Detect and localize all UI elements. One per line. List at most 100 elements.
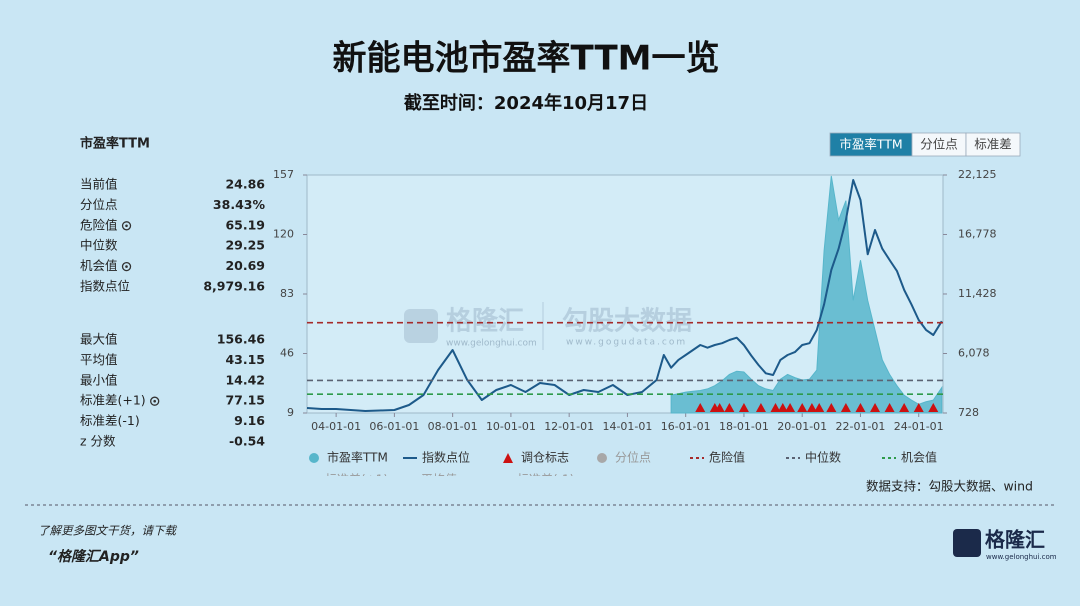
settings-icon [121,261,132,272]
y2-tick-label: 16,778 [958,227,997,240]
legend-symbol [503,453,513,463]
stat-label: 机会值 [80,258,118,273]
stat-value: 24.86 [225,177,265,192]
legend-label[interactable]: 标准差(+1) [325,473,388,487]
rebalance-marker [785,403,796,412]
rebalance-marker [770,403,781,412]
rebalance-marker [797,403,808,412]
watermark-right-url: www.gogudata.com [566,338,687,348]
stat-value: 9.16 [234,413,265,428]
settings-icon [121,221,132,231]
tab[interactable] [965,132,1021,157]
x-tick-label: 20-01-01 [777,420,827,433]
settings-icon-dot [125,265,128,268]
stat-value: 65.19 [225,217,265,232]
rebalance-marker [899,403,910,412]
watermark [404,302,544,350]
stat-label: z 分数 [80,434,116,449]
footer-line1: 了解更多图文干货，请下载 [38,524,177,538]
footer-logo-mark [953,529,981,557]
settings-icon-dot [125,224,128,228]
x-tick-label: 06-01-01 [369,420,419,433]
legend-label[interactable]: 危险值 [709,450,745,465]
stat-label: 当前值 [80,177,118,192]
legend-label[interactable]: 机会值 [901,450,937,465]
rebalance-marker [913,403,924,412]
x-tick-label: 08-01-01 [428,420,478,433]
legend-label[interactable]: 中位数 [805,450,841,465]
rebalance-marker [755,403,766,412]
stat-label: 分位点 [80,197,118,212]
y-tick-label: 120 [273,228,294,241]
rebalance-marker [714,403,725,412]
rebalance-marker [777,403,788,412]
y-tick-label: 46 [280,347,294,360]
stat-value: 8,979.16 [203,279,265,294]
page-title: 新能电池市盈率TTM一览 [333,39,720,79]
source-note: 数据支持：勾股大数据、wind [866,479,1033,494]
stat-label: 最大值 [80,332,118,347]
watermark-right: 勾股大数据 [562,307,692,337]
stat-label: 危险值 [80,217,118,232]
x-tick-label: 14-01-01 [602,420,652,433]
rebalance-marker [814,403,825,412]
legend-label[interactable]: 平均值 [421,472,457,487]
legend-label[interactable]: 标准差(-1) [517,473,574,487]
y-tick-label: 9 [287,406,294,419]
watermark-left-url: www.gelonghui.com [446,339,537,349]
legend-label[interactable]: 调仓标志 [521,451,569,465]
legend-label[interactable]: 指数点位 [422,450,470,465]
page-subtitle: 截至时间：2024年10月17日 [404,92,648,114]
tab-label[interactable]: 标准差 [974,137,1012,152]
stat-value: 77.15 [225,393,265,408]
y2-tick-label: 22,125 [958,168,997,181]
stats-title: 市盈率TTM [80,136,150,152]
stat-label: 标准差(+1) [80,393,146,408]
stat-value: 43.15 [225,352,265,367]
area [670,175,943,414]
stat-value: -0.54 [229,434,265,449]
rebalance-marker [870,403,881,412]
x-tick-label: 18-01-01 [719,420,769,433]
tab-label[interactable]: 分位点 [920,137,958,152]
y2-tick-label: 11,428 [958,287,997,300]
legend-symbol [597,453,607,463]
footer-logo: 格隆汇 [985,528,1045,552]
x-tick-label: 24-01-01 [894,420,944,433]
rebalance-marker [738,403,749,412]
x-tick-label: 22-01-01 [835,420,885,433]
rebalance-marker [884,403,895,412]
stat-label: 最小值 [80,372,118,387]
rebalance-marker [928,403,939,412]
tab-label[interactable]: 市盈率TTM [839,137,902,152]
rebalance-marker [840,403,851,412]
y-tick-label: 83 [280,287,294,300]
rebalance-marker [806,403,817,412]
rebalance-marker [695,403,706,412]
stat-value: 156.46 [217,332,266,347]
x-tick-label: 10-01-01 [486,420,536,433]
legend-label[interactable]: 市盈率TTM [327,450,388,465]
x-tick-label: 12-01-01 [544,420,594,433]
stat-label: 中位数 [80,238,118,253]
x-tick-label: 16-01-01 [661,420,711,433]
legend-row-clipped: 标准差(+1) 平均值 标准差(-1) [325,472,574,487]
x-tick-label: 04-01-01 [311,420,361,433]
rebalance-marker [724,403,735,412]
footer-line2: “格隆汇App” [48,548,139,565]
stat-label: 平均值 [80,352,118,367]
settings-icon [150,396,160,406]
legend-symbol [309,453,319,463]
stat-label: 标准差(-1) [80,413,140,428]
stat-value: 38.43% [213,197,266,212]
legend-label[interactable]: 分位点 [615,450,651,465]
y2-tick-label: 6,078 [958,346,990,359]
line [306,179,943,412]
watermark-logo [404,309,438,343]
y-tick-label: 157 [273,168,294,181]
stat-label: 指数点位 [80,279,130,294]
y2-tick-label: 728 [958,406,979,419]
stat-value: 29.25 [225,238,265,253]
settings-icon-dot [153,399,156,403]
